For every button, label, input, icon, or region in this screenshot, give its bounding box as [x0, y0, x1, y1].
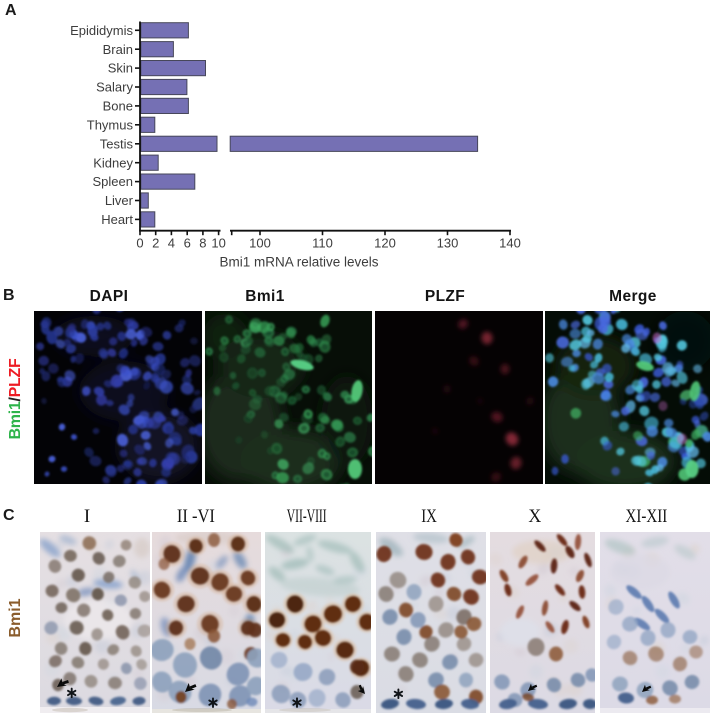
svg-text:130: 130	[437, 236, 459, 251]
svg-text:Bmi1 mRNA relative levels: Bmi1 mRNA relative levels	[219, 255, 378, 270]
svg-text:110: 110	[312, 236, 333, 251]
svg-text:100: 100	[249, 236, 271, 251]
svg-text:Testis: Testis	[100, 136, 134, 151]
svg-text:10: 10	[211, 236, 225, 251]
svg-text:Bone: Bone	[103, 99, 133, 114]
svg-text:4: 4	[168, 236, 175, 251]
svg-text:Salary: Salary	[96, 80, 133, 95]
svg-text:Spleen: Spleen	[93, 174, 133, 189]
svg-text:2: 2	[152, 236, 159, 251]
svg-text:Thymus: Thymus	[87, 117, 134, 132]
svg-text:Brain: Brain	[103, 42, 133, 57]
svg-text:Heart: Heart	[101, 212, 133, 227]
svg-text:Liver: Liver	[105, 193, 134, 208]
svg-text:140: 140	[499, 236, 521, 251]
svg-text:6: 6	[184, 236, 191, 251]
svg-text:Kidney: Kidney	[93, 155, 133, 170]
svg-text:0: 0	[136, 236, 143, 251]
svg-text:Skin: Skin	[108, 61, 133, 76]
svg-text:8: 8	[199, 236, 206, 251]
svg-text:120: 120	[374, 236, 396, 251]
svg-text:Epididymis: Epididymis	[70, 23, 133, 38]
